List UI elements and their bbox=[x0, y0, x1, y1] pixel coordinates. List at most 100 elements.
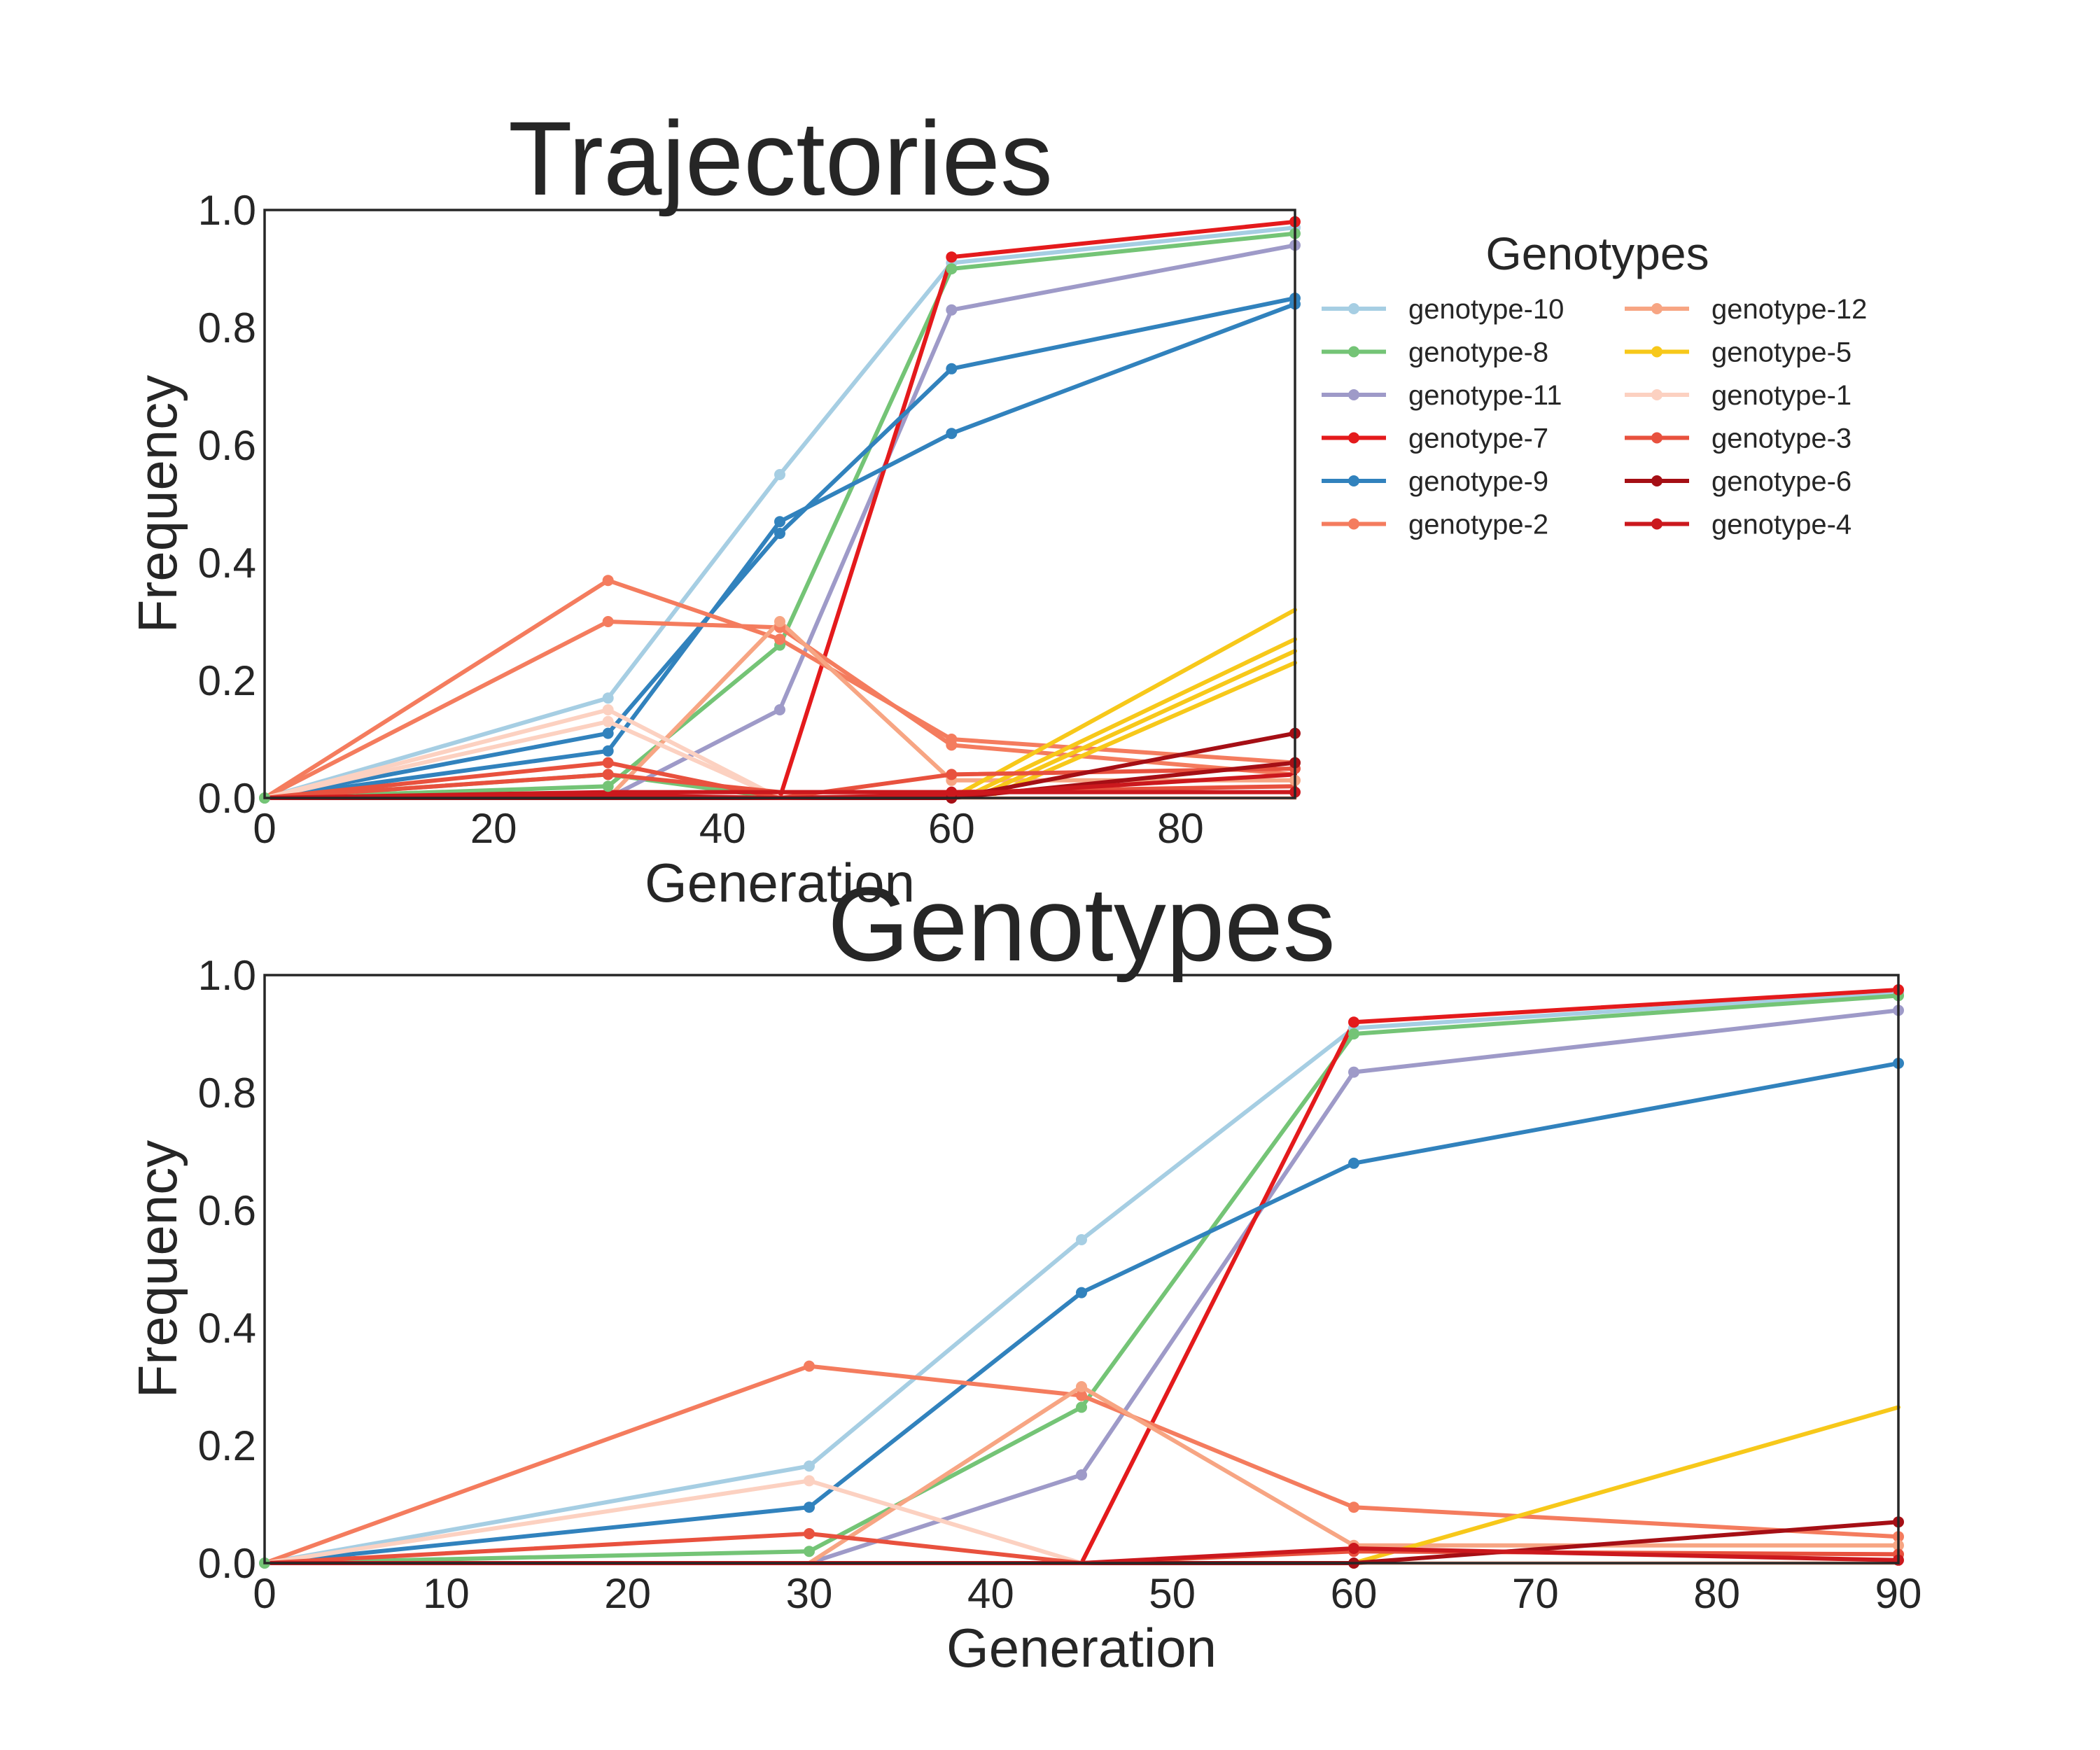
data-point-genotype-7 bbox=[1348, 1016, 1359, 1028]
x-tick-label: 40 bbox=[967, 1570, 1014, 1617]
legend-entry-label: genotype-10 bbox=[1408, 294, 1564, 325]
legend-marker bbox=[1348, 518, 1359, 530]
x-tick-label: 50 bbox=[1149, 1570, 1196, 1617]
legend-marker bbox=[1651, 432, 1662, 444]
data-point-trajectory-6 bbox=[602, 745, 614, 757]
chart-title: Genotypes bbox=[827, 865, 1335, 983]
legend-title: Genotypes bbox=[1485, 227, 1709, 279]
data-point-trajectory-5 bbox=[774, 528, 785, 539]
legend-entry-label: genotype-5 bbox=[1712, 337, 1851, 368]
legend-entry-label: genotype-12 bbox=[1712, 294, 1867, 325]
data-point-trajectory-8 bbox=[946, 739, 958, 751]
data-point-trajectory-7 bbox=[602, 575, 614, 587]
x-tick-label: 0 bbox=[253, 1570, 276, 1617]
data-point-genotype-9 bbox=[804, 1502, 815, 1513]
legend-marker bbox=[1348, 475, 1359, 486]
x-tick-label: 60 bbox=[1331, 1570, 1378, 1617]
data-point-genotype-2 bbox=[1076, 1390, 1087, 1401]
data-point-trajectory-5 bbox=[602, 727, 614, 739]
data-point-genotype-1 bbox=[804, 1475, 815, 1487]
data-point-trajectory-7 bbox=[774, 634, 785, 645]
data-point-genotype-11 bbox=[1348, 1066, 1359, 1078]
y-tick-label: 0.8 bbox=[198, 304, 256, 351]
plot-area bbox=[259, 984, 1904, 1569]
legend-marker bbox=[1651, 518, 1662, 530]
x-tick-label: 10 bbox=[423, 1570, 470, 1617]
x-tick-label: 70 bbox=[1512, 1570, 1559, 1617]
plot-frame bbox=[263, 209, 1296, 799]
data-point-trajectory-0 bbox=[774, 469, 785, 480]
legend-entry-label: genotype-8 bbox=[1408, 337, 1548, 368]
data-point-trajectory-1 bbox=[602, 780, 614, 792]
data-point-genotype-10 bbox=[1076, 1234, 1087, 1245]
plot-frame bbox=[263, 974, 1900, 1564]
chart-title: Trajectories bbox=[508, 99, 1053, 217]
x-tick-label: 40 bbox=[699, 805, 746, 852]
data-point-trajectory-1 bbox=[946, 263, 958, 274]
legend-marker bbox=[1651, 475, 1662, 486]
data-point-trajectory-3 bbox=[774, 704, 785, 715]
legend-marker bbox=[1348, 432, 1359, 444]
legend-entry-label: genotype-1 bbox=[1712, 380, 1851, 411]
genotypes-chart: Genotypes 0 10 20 30 40 50 60 70 80 90 0.0 0.2 0.4 0.6… bbox=[127, 865, 1921, 1679]
data-point-trajectory-15 bbox=[602, 715, 614, 727]
y-tick-label: 0.8 bbox=[198, 1070, 256, 1116]
legend-entry-label: genotype-7 bbox=[1408, 424, 1548, 454]
y-tick-label: 1.0 bbox=[198, 952, 256, 999]
legend-entry-label: genotype-11 bbox=[1408, 380, 1562, 411]
data-point-trajectory-6 bbox=[946, 428, 958, 440]
y-tick-label: 0.6 bbox=[198, 422, 256, 469]
data-point-genotype-12 bbox=[1076, 1381, 1087, 1392]
y-tick-label: 0.2 bbox=[198, 1422, 256, 1469]
y-axis-label: Frequency bbox=[127, 375, 188, 634]
data-point-trajectory-16 bbox=[602, 757, 614, 769]
data-point-trajectory-8 bbox=[602, 616, 614, 627]
legend-marker bbox=[1348, 346, 1359, 358]
x-tick-label: 80 bbox=[1693, 1570, 1740, 1617]
x-tick-label: 90 bbox=[1875, 1570, 1922, 1617]
data-point-genotype-9 bbox=[1348, 1157, 1359, 1169]
legend-entry-label: genotype-6 bbox=[1712, 466, 1851, 497]
data-point-genotype-2 bbox=[804, 1360, 815, 1372]
legend-entry-label: genotype-3 bbox=[1712, 424, 1851, 454]
legend-entry-label: genotype-9 bbox=[1408, 466, 1548, 497]
y-tick-label: 0.6 bbox=[198, 1187, 256, 1234]
data-point-trajectory-5 bbox=[946, 363, 958, 374]
x-tick-label: 20 bbox=[604, 1570, 651, 1617]
data-point-genotype-8 bbox=[1076, 1401, 1087, 1413]
data-point-genotype-10 bbox=[804, 1460, 815, 1472]
legend-marker bbox=[1651, 389, 1662, 400]
data-point-genotype-2 bbox=[1348, 1502, 1359, 1513]
data-point-trajectory-0 bbox=[602, 692, 614, 704]
data-point-trajectory-3 bbox=[946, 304, 958, 316]
y-tick-label: 0.2 bbox=[198, 657, 256, 704]
y-tick-label: 0.0 bbox=[198, 1540, 256, 1587]
y-tick-label: 0.4 bbox=[198, 540, 256, 587]
data-point-genotype-8 bbox=[804, 1546, 815, 1558]
legend-marker bbox=[1651, 303, 1662, 314]
x-tick-label: 80 bbox=[1157, 805, 1204, 852]
legend-marker bbox=[1348, 303, 1359, 314]
data-point-genotype-8 bbox=[1348, 1028, 1359, 1040]
y-tick-label: 1.0 bbox=[198, 187, 256, 234]
data-point-trajectory-16 bbox=[946, 769, 958, 780]
x-tick-label: 60 bbox=[928, 805, 975, 852]
x-tick-label: 0 bbox=[253, 805, 276, 852]
x-tick-label: 30 bbox=[786, 1570, 833, 1617]
data-point-trajectory-4 bbox=[946, 251, 958, 263]
data-point-trajectory-17 bbox=[602, 769, 614, 780]
legend-entry-label: genotype-2 bbox=[1408, 510, 1548, 540]
data-point-trajectory-6 bbox=[774, 516, 785, 528]
x-axis-label: Generation bbox=[946, 1617, 1217, 1679]
trajectories-chart: Trajectories 0 20 40 60 80 0.0 0.2 0.4 0.6 0.8 1.0 G… bbox=[127, 99, 1867, 913]
data-point-genotype-4 bbox=[1348, 1543, 1359, 1554]
data-point-trajectory-20 bbox=[946, 786, 958, 798]
legend: Genotypes genotype-10 genotype-8 genotype-1… bbox=[1322, 227, 1867, 540]
data-point-trajectory-14 bbox=[602, 704, 614, 715]
legend-marker bbox=[1348, 389, 1359, 400]
y-axis-label: Frequency bbox=[127, 1140, 188, 1399]
y-tick-label: 0.0 bbox=[198, 775, 256, 822]
x-axis-label: Generation bbox=[645, 852, 915, 913]
data-point-trajectory-9 bbox=[774, 616, 785, 627]
